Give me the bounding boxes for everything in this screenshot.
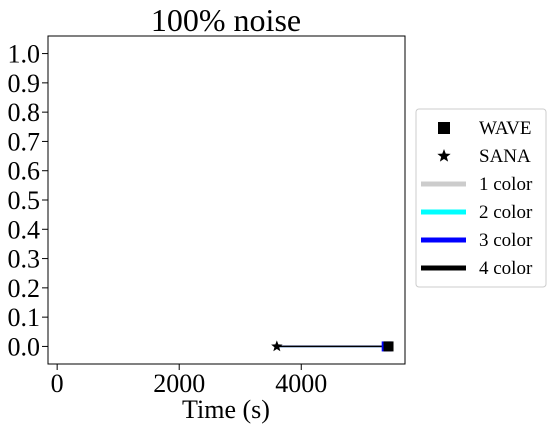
x-tick-label: 4000: [275, 369, 327, 398]
y-tick-label: 0.1: [8, 303, 41, 332]
x-tick-label: 0: [51, 369, 64, 398]
legend-label: 4 color: [479, 258, 533, 279]
marker-wave: [383, 341, 394, 352]
y-tick-label: 0.3: [8, 245, 41, 274]
x-axis: 0 2000 4000: [51, 364, 327, 398]
y-tick-label: 1.0: [8, 40, 41, 69]
y-tick-label: 0.4: [8, 215, 41, 244]
y-tick-label: 0.5: [8, 186, 41, 215]
x-tick-label: 2000: [153, 369, 205, 398]
chart-title: 100% noise: [151, 2, 301, 38]
y-tick-label: 0.2: [8, 274, 41, 303]
y-tick-label: 0.9: [8, 69, 41, 98]
legend-label: SANA: [479, 146, 531, 167]
y-tick-label: 0.8: [8, 98, 41, 127]
legend-label: WAVE: [479, 118, 531, 139]
y-tick-label: 0.6: [8, 157, 41, 186]
y-axis: 0.00.10.20.30.40.50.60.70.80.91.0: [8, 40, 48, 361]
y-tick-label: 0.0: [8, 332, 41, 361]
legend-marker-square: [438, 122, 450, 134]
legend: WAVE SANA 1 color 2 color 3 color 4 color: [415, 108, 547, 288]
legend-label: 1 color: [479, 174, 533, 195]
marker-sana: [271, 340, 283, 352]
x-axis-label: Time (s): [182, 395, 270, 424]
legend-label: 2 color: [479, 202, 533, 223]
plot-area: [47, 35, 406, 365]
legend-marker-star: [437, 149, 451, 162]
legend-label: 3 color: [479, 230, 533, 251]
marker-layer: [271, 340, 394, 352]
y-tick-label: 0.7: [8, 127, 41, 156]
